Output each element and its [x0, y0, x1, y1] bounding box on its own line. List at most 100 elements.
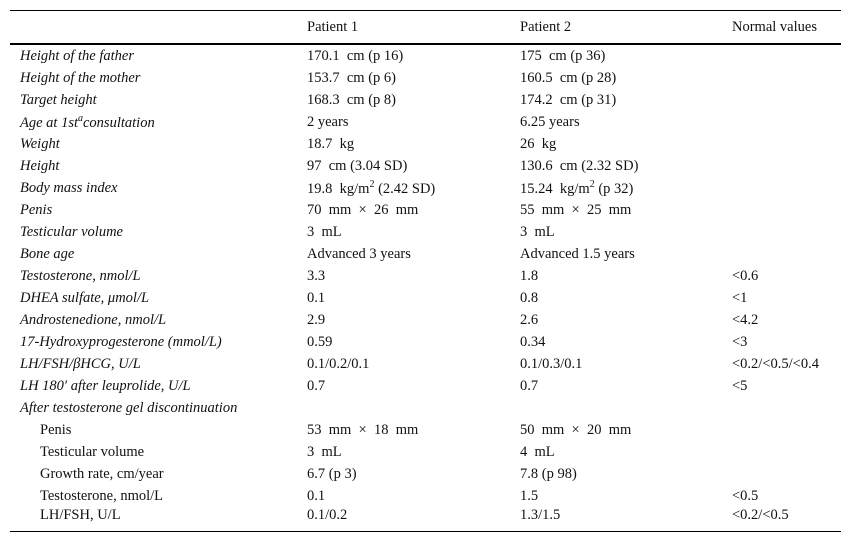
table-cell: 6.25 years [520, 113, 580, 130]
table-cell [732, 243, 841, 265]
table-row: Testosterone, nmol/L 0.1 1.5 <0.5 [10, 485, 841, 507]
table-cell: LH 180′ after leuprolide, U/L [20, 377, 191, 394]
table-row: Height 97 cm (3.04 SD) 130.6 cm (2.32 SD) [10, 155, 841, 177]
table-cell: Age at 1staconsultation [10, 111, 307, 133]
table-cell [732, 67, 841, 89]
table-cell: 3 mL [307, 443, 342, 460]
table-cell: <1 [732, 289, 748, 306]
table-cell: Testicular volume [40, 443, 145, 460]
table-cell [732, 44, 841, 67]
table-cell: 50 mm × 20 mm [520, 421, 632, 438]
table-cell: DHEA sulfate, μmol/L [20, 289, 150, 306]
table-row: Testicular volume 3 mL 3 mL [10, 221, 841, 243]
table-cell: 0.1/0.2/0.1 [307, 355, 370, 372]
table-cell: LH/FSH/βHCG, U/L [20, 355, 141, 372]
table-row: Penis 53 mm × 18 mm 50 mm × 20 mm [10, 419, 841, 441]
table-row: 17-Hydroxyprogesterone (mmol/L) 0.59 0.34 <… [10, 331, 841, 353]
table-cell: 2.6 [520, 311, 539, 328]
table-row: Growth rate, cm/year 6.7 (p 3) 7.8 (p 98) [10, 463, 841, 485]
table-cell: 0.59 [307, 333, 333, 350]
table-cell: 18.7 kg [307, 135, 355, 152]
table-row: Height of the mother 153.7 cm (p 6) 160.5 … [10, 67, 841, 89]
table-cell: 0.1/0.2 [307, 507, 520, 532]
table-cell [732, 89, 841, 111]
table-cell: 174.2 cm (p 31) [520, 91, 617, 108]
table-row: Bone age Advanced 3 years Advanced 1.5 yea… [10, 243, 841, 265]
table-cell: 2.9 [307, 311, 326, 328]
table-cell: <0.2/<0.5/<0.4 [732, 355, 819, 372]
table-cell: Testosterone, nmol/L [20, 267, 141, 284]
table-cell [732, 133, 841, 155]
table-cell [732, 111, 841, 133]
table-cell: 55 mm × 25 mm [520, 201, 632, 218]
table-row: Testosterone, nmol/L 3.3 1.8 <0.6 [10, 265, 841, 287]
table-row: Weight 18.7 kg 26 kg [10, 133, 841, 155]
table-cell: 4 mL [520, 443, 555, 460]
table-cell: 6.7 (p 3) [307, 465, 357, 482]
table-cell [732, 177, 841, 199]
table-cell: 3 mL [520, 223, 555, 240]
table-cell: Height [20, 157, 60, 174]
table-row: Penis 70 mm × 26 mm 55 mm × 25 mm [10, 199, 841, 221]
table-cell: 97 cm (3.04 SD) [307, 157, 408, 174]
cell-text: (p 32) [594, 180, 634, 197]
table-row: Age at 1staconsultation 2 years 6.25 years [10, 111, 841, 133]
table-cell [732, 221, 841, 243]
header-cell: Patient 2 [520, 10, 732, 45]
cell-text: (2.42 SD) [374, 180, 436, 197]
cell-text: consultation [83, 114, 155, 131]
table-cell: 0.8 [520, 289, 539, 306]
table-cell: 26 kg [520, 135, 557, 152]
table-row: LH/FSH/βHCG, U/L 0.1/0.2/0.1 0.1/0.3/0.1 <0… [10, 353, 841, 375]
table-cell: Testosterone, nmol/L [40, 487, 164, 504]
table-cell: 3 mL [307, 223, 342, 240]
table-cell: Penis [40, 421, 72, 438]
table-cell: 1.8 [520, 267, 539, 284]
table-cell [732, 441, 841, 463]
table-cell: 130.6 cm (2.32 SD) [520, 157, 639, 174]
table-cell: 70 mm × 26 mm [307, 201, 419, 218]
table-cell: Growth rate, cm/year [40, 465, 164, 482]
table-cell: Androstenedione, nmol/L [20, 311, 167, 328]
table-row: LH 180′ after leuprolide, U/L 0.7 0.7 <5 [10, 375, 841, 397]
table-cell: Body mass index [20, 179, 118, 196]
table-cell: 15.24 kg/m2 (p 32) [520, 177, 732, 199]
table-cell [732, 199, 841, 221]
table-cell [732, 155, 841, 177]
table-cell: 168.3 cm (p 8) [307, 91, 396, 108]
table-cell: Testicular volume [20, 223, 123, 240]
table-cell: 0.34 [520, 333, 546, 350]
superscript: 2 [369, 178, 375, 190]
section-row: After testosterone gel discontinuation [10, 397, 841, 419]
table-cell: 53 mm × 18 mm [307, 421, 419, 438]
table-cell: Penis [20, 201, 53, 218]
table-cell: Target height [20, 91, 97, 108]
table-cell: 175 cm (p 36) [520, 47, 606, 64]
table-row: Testicular volume 3 mL 4 mL [10, 441, 841, 463]
table-row: Body mass index 19.8 kg/m2 (2.42 SD) 15.24… [10, 177, 841, 199]
table-row: DHEA sulfate, μmol/L 0.1 0.8 <1 [10, 287, 841, 309]
superscript: a [78, 112, 83, 124]
header-row: Patient 1 Patient 2 Normal values [10, 10, 841, 45]
table-cell: 1.5 [520, 487, 539, 504]
table-cell: Weight [20, 135, 60, 152]
table-cell: <3 [732, 333, 748, 350]
table-cell: 0.1 [307, 289, 326, 306]
cell-text: 15.24 kg/m [520, 180, 590, 197]
table-cell: 0.1 [307, 487, 326, 504]
table-cell: <0.5 [732, 487, 759, 504]
header-cell: Normal values [732, 10, 841, 45]
table-cell: 17-Hydroxyprogesterone (mmol/L) [20, 333, 222, 350]
table-cell: Height of the mother [20, 69, 141, 86]
data-table: Patient 1 Patient 2 Normal values Height o… [10, 10, 841, 532]
cell-text: Age at 1st [20, 114, 78, 131]
header-cell: Patient 1 [307, 10, 520, 45]
table-cell: <0.6 [732, 267, 759, 284]
table-cell: 160.5 cm (p 28) [520, 69, 617, 86]
table-cell [732, 463, 841, 485]
table-cell [732, 419, 841, 441]
table-cell: <5 [732, 377, 748, 394]
table-cell: <0.2/<0.5 [732, 507, 841, 532]
table-cell: Advanced 3 years [307, 245, 411, 262]
